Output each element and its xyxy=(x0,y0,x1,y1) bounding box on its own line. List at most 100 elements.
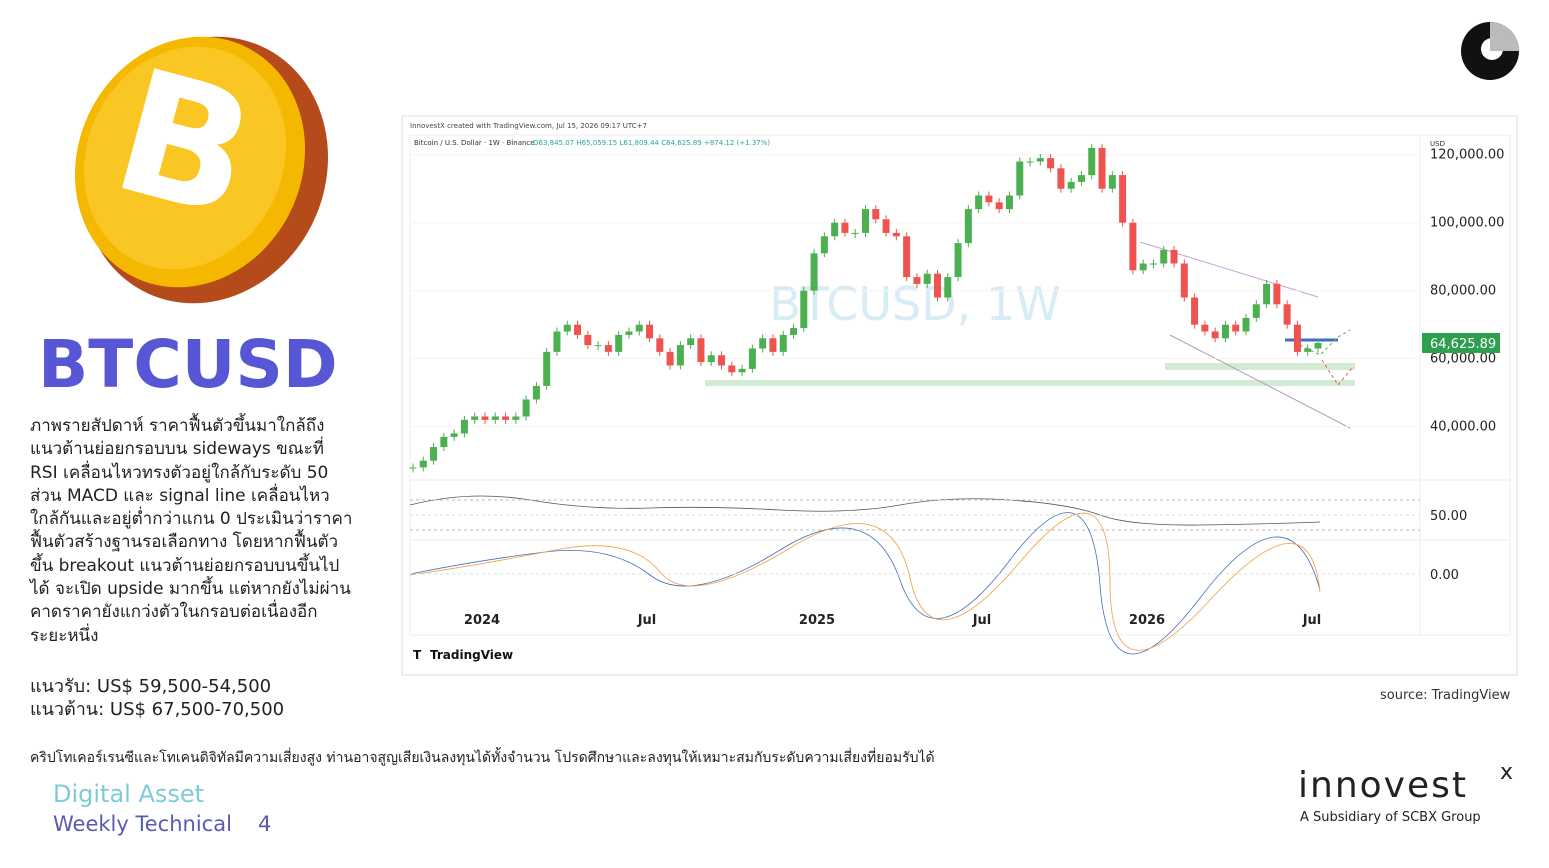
candle xyxy=(1160,249,1168,264)
candle xyxy=(1263,283,1271,305)
candle xyxy=(656,338,664,352)
candle xyxy=(697,338,705,363)
description-line: ขึ้น breakout แนวต้านย่อยกรอบบนขึ้นไป xyxy=(30,555,340,576)
candle xyxy=(502,416,510,420)
candle xyxy=(1232,324,1240,332)
candle xyxy=(460,419,468,434)
x-tick-label: Jul xyxy=(1302,613,1322,628)
candle xyxy=(594,345,602,347)
candle xyxy=(779,334,787,352)
candle xyxy=(872,209,880,220)
candle xyxy=(450,433,458,437)
projection xyxy=(1321,359,1353,386)
projection xyxy=(1299,329,1351,356)
candle xyxy=(759,338,767,349)
candle xyxy=(543,351,551,386)
ohlc-text: O63,845.07 H65,059.15 L61,809.44 C64,625… xyxy=(533,139,770,147)
candle xyxy=(1252,304,1260,318)
candle xyxy=(666,351,674,366)
y-tick-label: 80,000.00 xyxy=(1430,284,1496,299)
description-line: แนวต้านย่อยกรอบบน sideways ขณะที่ xyxy=(30,439,324,460)
candle xyxy=(1036,158,1044,162)
candle xyxy=(892,232,900,237)
candle xyxy=(820,236,828,254)
trend-line xyxy=(1169,334,1351,429)
candle xyxy=(718,355,726,366)
description-line: RSI เคลื่อนไหวทรงตัวอยู่ใกล้กับระดับ 50 xyxy=(30,462,329,483)
resistance-level: แนวต้าน: US$ 67,500-70,500 xyxy=(30,699,285,720)
candle xyxy=(975,195,983,210)
source: source: TradingView xyxy=(1380,688,1511,703)
footer-title: Digital Asset xyxy=(53,780,205,808)
description-line: ได้ จะเปิด upside มากขึ้น แต่หากยังไม่ผ่… xyxy=(30,579,351,600)
candle xyxy=(748,348,756,369)
candle xyxy=(584,334,592,346)
candle xyxy=(790,328,798,335)
candle xyxy=(1088,147,1096,176)
candle xyxy=(862,209,869,233)
candle xyxy=(841,222,849,233)
description-line: ภาพรายสัปดาห์ ราคาฟื้นตัวขึ้นมาใกล้ถึง xyxy=(30,416,325,436)
svg-text:T: T xyxy=(413,648,422,662)
candle xyxy=(471,416,479,420)
candle xyxy=(625,331,633,335)
description-line: ใกล้กันและอยู่ต่ำกว่าแกน 0 ประเมินว่าราค… xyxy=(30,509,353,530)
candle xyxy=(574,324,582,335)
candle xyxy=(769,338,777,352)
candle xyxy=(1139,263,1147,271)
candle xyxy=(1304,348,1312,352)
brand: innovest xyxy=(1298,765,1468,806)
candle xyxy=(553,331,561,352)
candle xyxy=(985,195,993,203)
candle xyxy=(1283,304,1291,325)
candle xyxy=(944,277,952,298)
candle xyxy=(676,345,684,366)
y-tick-label: 60,000.00 xyxy=(1430,352,1496,367)
disclaimer: คริปโทเคอร์เรนซีและโทเคนดิจิทัลมีความเสี… xyxy=(30,750,935,766)
y-tick-label: 100,000.00 xyxy=(1430,216,1504,231)
macd-line xyxy=(409,512,1321,655)
candle xyxy=(409,467,417,469)
candle xyxy=(1201,324,1209,332)
candle xyxy=(1273,283,1281,305)
candle xyxy=(481,416,489,420)
chart-frame xyxy=(401,115,1518,676)
candle xyxy=(1242,317,1250,332)
candle xyxy=(687,338,695,346)
page-number: 4 xyxy=(258,812,272,836)
slide-title: BTCUSD xyxy=(38,326,338,403)
brand-sup: x xyxy=(1500,760,1514,785)
candle xyxy=(728,365,736,373)
candle xyxy=(604,345,612,352)
logo xyxy=(1461,22,1519,80)
chart-header: InnovestX created with TradingView.com, … xyxy=(410,122,647,130)
trend-line xyxy=(1139,241,1319,298)
last-price-tag xyxy=(1422,332,1500,353)
x-tick-label: 2025 xyxy=(799,613,835,628)
footer-subtitle: Weekly Technical xyxy=(53,812,232,836)
candle xyxy=(646,324,654,339)
macd-tick-label: 0.00 xyxy=(1430,568,1459,583)
candle xyxy=(1016,161,1024,196)
x-tick-label: 2024 xyxy=(464,613,500,628)
candle xyxy=(738,368,746,373)
candle xyxy=(995,202,1003,210)
support-zone xyxy=(705,380,1355,386)
support-level: แนวรับ: US$ 59,500-54,500 xyxy=(30,676,272,697)
candle xyxy=(1293,324,1301,352)
watermark: BTCUSD, 1W xyxy=(769,277,1060,331)
candle xyxy=(1314,342,1322,349)
candle xyxy=(923,273,931,284)
x-tick-label: Jul xyxy=(972,613,992,628)
candle xyxy=(882,219,890,233)
candle xyxy=(913,277,921,284)
plot-frame xyxy=(409,134,1511,636)
candle xyxy=(1129,222,1137,271)
candle xyxy=(1211,331,1219,339)
candle xyxy=(933,273,941,298)
symbol-legend: Bitcoin / U.S. Dollar · 1W · Binance xyxy=(414,139,535,147)
candle xyxy=(532,385,540,400)
candle xyxy=(1119,175,1127,223)
y-tick-label: 120,000.00 xyxy=(1430,148,1504,163)
